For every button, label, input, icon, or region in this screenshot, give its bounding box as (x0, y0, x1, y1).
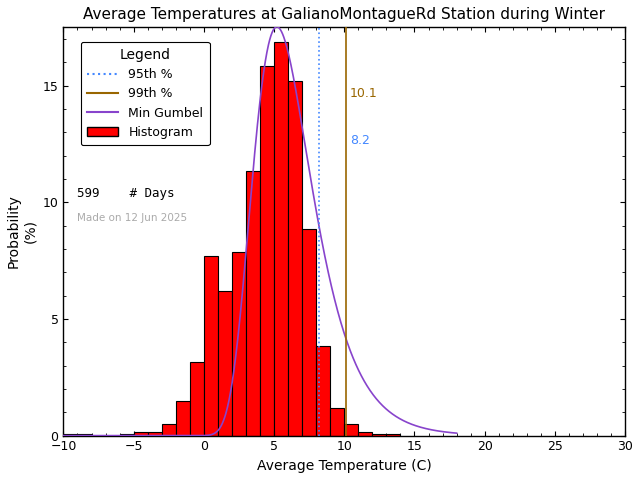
Bar (330, 408, 344, 436)
Bar (120, 434, 134, 436)
Bar (246, 171, 260, 436)
Bar (372, 434, 387, 436)
Bar (204, 256, 218, 436)
Text: 599    # Days: 599 # Days (77, 187, 175, 200)
Bar (190, 361, 204, 436)
Text: 8.2: 8.2 (350, 134, 370, 147)
Bar (162, 424, 176, 436)
Bar (232, 252, 246, 436)
Bar (316, 346, 330, 436)
Bar (344, 424, 358, 436)
Bar (260, 66, 274, 436)
X-axis label: Average Temperature (C): Average Temperature (C) (257, 459, 431, 473)
Bar (358, 432, 372, 436)
Bar (77, 434, 92, 436)
Bar (274, 42, 288, 436)
Bar (63, 434, 77, 436)
Bar (302, 229, 316, 436)
Bar (218, 291, 232, 436)
Bar (148, 432, 162, 436)
Legend: 95th %, 99th %, Min Gumbel, Histogram: 95th %, 99th %, Min Gumbel, Histogram (81, 42, 210, 145)
Title: Average Temperatures at GalianoMontagueRd Station during Winter: Average Temperatures at GalianoMontagueR… (83, 7, 605, 22)
Bar (288, 81, 302, 436)
Bar (134, 432, 148, 436)
Text: Made on 12 Jun 2025: Made on 12 Jun 2025 (77, 213, 188, 223)
Bar (176, 401, 190, 436)
Text: 10.1: 10.1 (350, 87, 378, 100)
Bar (387, 434, 401, 436)
Y-axis label: Probability
(%): Probability (%) (7, 194, 37, 268)
